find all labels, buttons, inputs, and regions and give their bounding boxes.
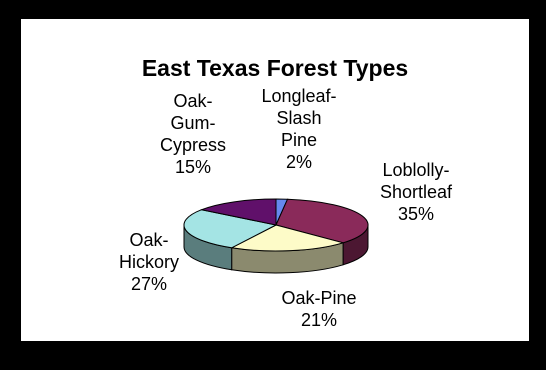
- slice-value-2: 21%: [300, 310, 338, 330]
- slice-name-1: Loblolly- Shortleaf: [379, 160, 453, 202]
- slice-value-0: 2%: [285, 152, 312, 172]
- chart-area: East Texas Forest Types Longleaf- Slash …: [20, 18, 530, 342]
- chart-title: East Texas Forest Types: [141, 55, 409, 81]
- slice-label-0: Longleaf- Slash Pine 2%: [249, 85, 349, 173]
- slice-name-3: Oak- Hickory: [118, 230, 179, 272]
- slice-label-2: Oak-Pine 21%: [269, 287, 369, 331]
- slice-value-1: 35%: [397, 204, 435, 224]
- slice-label-1: Loblolly- Shortleaf 35%: [366, 159, 466, 225]
- slice-label-3: Oak- Hickory 27%: [109, 229, 189, 295]
- pie-chart: [183, 198, 369, 274]
- slice-label-4: Oak- Gum- Cypress 15%: [143, 90, 243, 178]
- pie-slice-2: [230, 224, 345, 252]
- pie-slice-4: [199, 198, 277, 226]
- pie-slice-3: [183, 209, 278, 249]
- slice-value-4: 15%: [174, 157, 212, 177]
- slice-name-0: Longleaf- Slash Pine: [261, 86, 337, 150]
- slice-name-2: Oak-Pine: [281, 288, 357, 308]
- slice-name-4: Oak- Gum- Cypress: [159, 91, 226, 155]
- pie-slice-1: [275, 198, 369, 244]
- slice-value-3: 27%: [130, 274, 168, 294]
